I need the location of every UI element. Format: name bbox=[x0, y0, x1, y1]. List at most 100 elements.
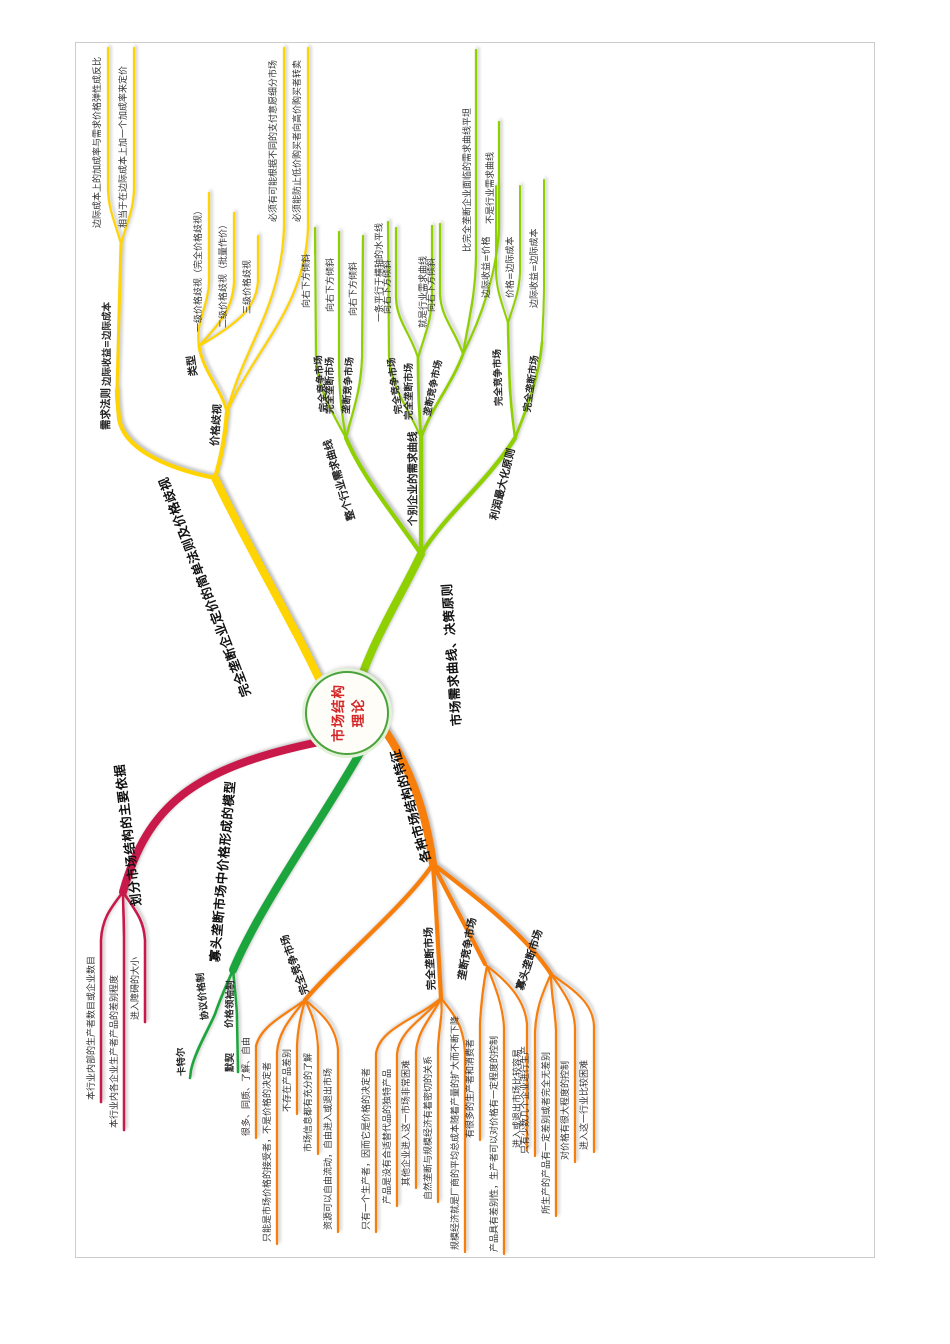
branch-line-lightgreen bbox=[343, 435, 424, 557]
node-g_firm[interactable]: 个别企业的需求曲线 bbox=[407, 431, 419, 527]
branch-line-orange bbox=[395, 996, 443, 1208]
branch-line-orange bbox=[295, 998, 307, 1116]
branch-line-orange bbox=[436, 996, 443, 1204]
node-o_pc_l5[interactable]: 资源可以自由流动，自由进入或退出市场 bbox=[324, 1067, 334, 1230]
node-o_mc_l2[interactable]: 产品具有差别性，生产者可以对价格有一定程度的控制 bbox=[490, 1035, 500, 1252]
branch-line-yellow bbox=[225, 46, 310, 414]
branch-line-orange bbox=[303, 998, 320, 1156]
node-g_ind_pc_l[interactable]: 向右下方倾斜 bbox=[302, 253, 312, 308]
node-o_pm_l3[interactable]: 其他企业进入这一市场非常困难 bbox=[402, 1059, 412, 1186]
branch-line-yellow bbox=[197, 211, 236, 348]
node-y_demand[interactable]: 需求法则 bbox=[100, 388, 112, 430]
branch-line-green bbox=[231, 968, 240, 1074]
node-o_pm_l4[interactable]: 自然垄断与规模经济有着密切的关系 bbox=[424, 1055, 434, 1200]
node-o_ol_l2[interactable]: 所生产的产品有一定差别或者完全无差别 bbox=[542, 1051, 552, 1214]
node-o_pc_l1[interactable]: 很多、同质、了解、自由 bbox=[242, 1036, 252, 1136]
node-y_pd[interactable]: 价格歧视 bbox=[209, 403, 224, 447]
branch-line-orange bbox=[302, 861, 436, 1003]
node-g_prof_pm_l[interactable]: 边际收益=边际成本 bbox=[530, 228, 540, 308]
branch-line-yellow bbox=[197, 234, 260, 348]
branch-line-lightgreen bbox=[344, 234, 365, 440]
branch-line-orange bbox=[485, 964, 506, 1256]
node-g_firm_mc_l3[interactable]: 不是行业需求曲线 bbox=[486, 151, 496, 224]
branch-line-lightgreen bbox=[386, 220, 423, 440]
branch-line-red bbox=[99, 890, 125, 1104]
branch-line-red bbox=[121, 890, 147, 1024]
branch-line-lightgreen bbox=[416, 356, 423, 440]
node-g_firm_pm[interactable]: 完全垄断市场 bbox=[404, 362, 415, 420]
central-topic[interactable]: 市场结构 理论 bbox=[305, 671, 389, 755]
node-r_l3[interactable]: 进入障碍的大小 bbox=[131, 956, 141, 1020]
branch-line-orange bbox=[275, 998, 307, 1246]
branch-line-lightgreen bbox=[418, 435, 518, 557]
node-g_prof_pc[interactable]: 完全竞争市场 bbox=[492, 348, 505, 407]
branch-line-orange bbox=[430, 861, 444, 1001]
branch-line-lightgreen bbox=[394, 226, 420, 360]
branch-line-lightgreen bbox=[438, 222, 465, 356]
branch-line-red bbox=[121, 890, 126, 1132]
node-o_pm_l1[interactable]: 只有一个生产者，因而它是价格的决定者 bbox=[362, 1067, 372, 1230]
node-o_ol_l1[interactable]: 只有少数几个企业进行生产 bbox=[521, 1045, 531, 1154]
node-g_prof_pc_l2[interactable]: 价格=边际成本 bbox=[506, 236, 516, 298]
node-g_firm_mc_l2[interactable]: 比完全垄断企业面临的需求曲线平坦 bbox=[463, 107, 473, 252]
node-y_t3[interactable]: 三级价格歧视 bbox=[243, 259, 253, 314]
branch-lines-layer bbox=[99, 46, 596, 1256]
branch-line-orange bbox=[549, 972, 577, 1164]
node-d_leader[interactable]: 价格领袖制 bbox=[224, 980, 237, 1029]
branch-line-orange bbox=[374, 996, 443, 1234]
node-y_c2[interactable]: 必须能防止低价购买者向高价购买者转卖 bbox=[293, 59, 303, 222]
branch-line-lightgreen bbox=[506, 321, 517, 440]
node-d_cartel[interactable]: 卡特尔 bbox=[175, 1047, 188, 1077]
branch-line-yellow bbox=[197, 344, 229, 414]
branch-line-orange bbox=[549, 972, 558, 1218]
branch-line-orange bbox=[254, 998, 307, 1140]
branch-line-orange bbox=[439, 996, 467, 1254]
branch-line-lightgreen bbox=[507, 185, 521, 324]
branch-line-yellow bbox=[106, 46, 123, 246]
node-y_type[interactable]: 类型 bbox=[185, 354, 200, 377]
node-r_l2[interactable]: 本行业内各企业生产者产品的差别程度 bbox=[110, 974, 120, 1128]
mindmap-canvas: 完全垄断企业定价的简单法则及价格歧视 需求法则 边际收益=边际成本 边际成本上的加成率… bbox=[75, 42, 875, 1258]
branch-line-lightgreen bbox=[337, 230, 348, 440]
central-topic-text-line1: 市场结构 bbox=[331, 684, 347, 742]
branch-line-green bbox=[229, 740, 369, 974]
branch-line-lightgreen bbox=[513, 340, 544, 440]
branch-line-lightgreen bbox=[313, 226, 348, 440]
node-r_l1[interactable]: 本行业内部的生产者数目或企业数目 bbox=[87, 955, 97, 1100]
node-y_mr_leaf2[interactable]: 相当于在边际成本上加一个加成率来定价 bbox=[119, 65, 129, 228]
node-d_tacit[interactable]: 默契 bbox=[225, 1052, 236, 1072]
node-o_pc_l2[interactable]: 只能是市场价格的接受者，不是价格的决定者 bbox=[263, 1061, 273, 1242]
branch-line-lightgreen bbox=[419, 352, 465, 440]
branch-line-orange bbox=[430, 861, 554, 977]
branch-line-lightgreen bbox=[416, 224, 434, 360]
node-y_mr_leaf1[interactable]: 边际成本上的加成率与需求价格弹性成反比 bbox=[93, 56, 103, 228]
node-g_firm_mc_l1[interactable]: 向右下方倾斜 bbox=[427, 257, 437, 312]
branch-line-orange bbox=[430, 861, 488, 967]
node-g_prof_pc_l1[interactable]: 边际收益=价格 bbox=[482, 236, 492, 298]
node-g_ind_mc_l[interactable]: 向右下方倾斜 bbox=[349, 261, 359, 316]
node-g_firm_pm_l1[interactable]: 向右下方倾斜 bbox=[383, 259, 393, 314]
branch-line-yellow bbox=[119, 46, 136, 246]
branch-line-yellow bbox=[114, 387, 218, 481]
node-g_ind_pm[interactable]: 完全垄断市场 bbox=[325, 356, 336, 414]
node-g_ind_pm_l[interactable]: 向右下方倾斜 bbox=[326, 257, 336, 312]
branch-line-yellow bbox=[197, 191, 211, 348]
branch-line-orange bbox=[303, 998, 340, 1234]
node-y_t2[interactable]: 二级价格歧视（批量作价） bbox=[219, 219, 229, 328]
branch-line-lightgreen bbox=[461, 120, 501, 356]
branch-line-lightgreen bbox=[541, 179, 545, 343]
node-y_c1[interactable]: 必须有可能根据不同的支付意愿细分市场 bbox=[269, 59, 279, 222]
node-o_pm_l2[interactable]: 产品是没有合适替代品的独特产品 bbox=[383, 1068, 393, 1204]
node-o_pm_l5[interactable]: 规模经济就是厂商的平均总成本随着产量的扩大而不断下降 bbox=[451, 1015, 461, 1250]
node-o_pc_l4[interactable]: 市场信息都有充分的了解 bbox=[304, 1052, 314, 1152]
branch-line-lightgreen bbox=[461, 48, 478, 356]
branch-line-green bbox=[188, 968, 235, 1080]
branch-line-orange bbox=[533, 972, 553, 1158]
node-o_ol_l4[interactable]: 进入这一行业比较困难 bbox=[580, 1059, 590, 1150]
node-o_ol_l3[interactable]: 对价格有很大程度的控制 bbox=[561, 1060, 571, 1160]
node-o_mc_l1[interactable]: 有很多的生产者和消费者 bbox=[466, 1038, 476, 1138]
node-o_pc_l3[interactable]: 不存在产品差别 bbox=[283, 1048, 293, 1112]
node-y_mrmc[interactable]: 边际收益=边际成本 bbox=[102, 302, 113, 386]
node-y_t1[interactable]: 一级价格歧视（完全价格歧视） bbox=[194, 205, 204, 332]
